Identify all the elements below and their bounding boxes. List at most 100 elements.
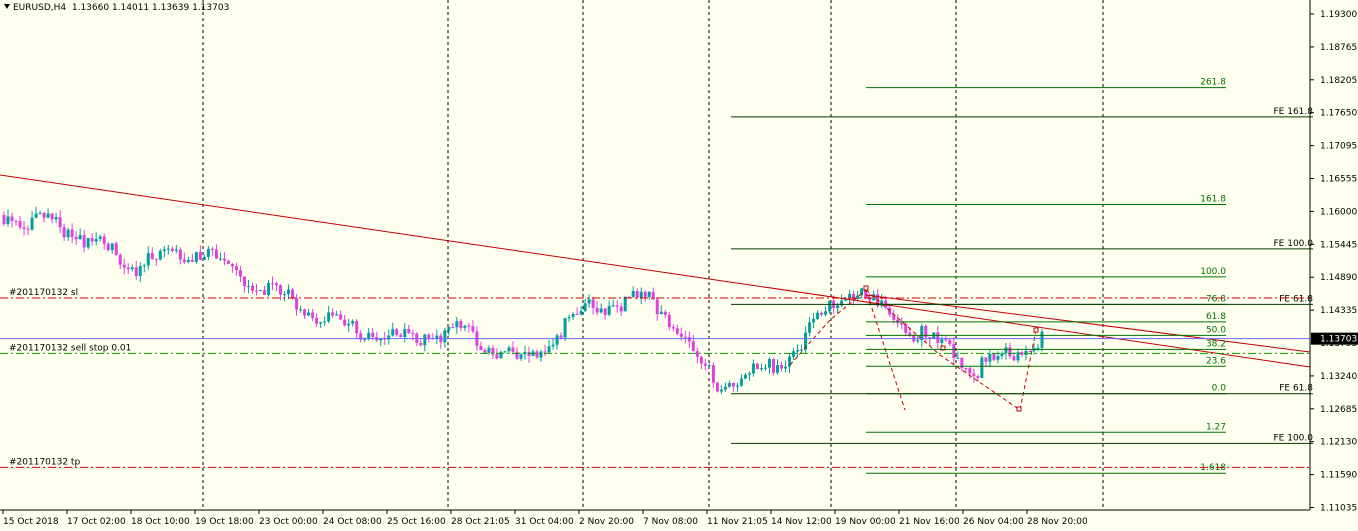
triangle-down-icon[interactable] bbox=[4, 4, 10, 9]
candle-body bbox=[202, 256, 206, 260]
candle-body bbox=[283, 294, 287, 296]
candle-body bbox=[206, 248, 210, 257]
candle-body bbox=[86, 238, 90, 248]
candle-body bbox=[234, 266, 238, 271]
price-tick-label: 1.18765 bbox=[1320, 43, 1357, 53]
candle-body bbox=[563, 318, 567, 338]
analysis-objects[interactable]: 261.8 161.8 100.0 76.8 61.8 50.0 38.2 23.6 0.0 1.… bbox=[0, 78, 1313, 474]
candle-body bbox=[118, 254, 122, 265]
price-tick-label: 1.19300 bbox=[1320, 10, 1357, 20]
candle-body bbox=[166, 248, 170, 250]
fib-expansion-label: FE 61.8 bbox=[1279, 294, 1313, 304]
candle-body bbox=[479, 345, 483, 350]
candle-body bbox=[178, 249, 182, 260]
candle-body bbox=[996, 356, 1000, 360]
candle-body bbox=[126, 267, 130, 270]
candle-body bbox=[267, 283, 271, 295]
candle-body bbox=[250, 285, 254, 291]
candle-body bbox=[74, 236, 78, 240]
candle-body bbox=[984, 357, 988, 362]
time-tick-label: 2 Nov 20:00 bbox=[579, 517, 634, 527]
candle-body bbox=[90, 238, 94, 242]
candle-body bbox=[928, 337, 932, 339]
candle-body bbox=[30, 217, 34, 230]
candle-body bbox=[956, 357, 960, 359]
candle-body bbox=[723, 386, 727, 390]
candle-body bbox=[26, 228, 30, 230]
candle-body bbox=[343, 319, 347, 326]
candle-body bbox=[287, 289, 291, 295]
chart-title[interactable]: EURUSD,H4 1.13660 1.14011 1.13639 1.1370… bbox=[4, 3, 229, 13]
fib-expansion-path[interactable] bbox=[789, 289, 906, 411]
candle-body bbox=[1028, 351, 1032, 353]
fib-level-label: 1.618 bbox=[1200, 463, 1226, 473]
candle-body bbox=[775, 365, 779, 373]
fib-expansion-label: FE 100.0 bbox=[1274, 239, 1314, 249]
candle-body bbox=[864, 288, 868, 298]
fib-level-label: 161.8 bbox=[1200, 194, 1226, 204]
candle-body bbox=[715, 382, 719, 392]
candle-body bbox=[14, 220, 18, 222]
candle-body bbox=[719, 389, 723, 392]
candle-body bbox=[980, 357, 984, 378]
fib-retracement-path[interactable] bbox=[865, 289, 1037, 411]
candle-body bbox=[595, 307, 599, 313]
candle-body bbox=[631, 291, 635, 297]
candle-body bbox=[964, 367, 968, 369]
time-tick-label: 31 Oct 04:00 bbox=[515, 517, 574, 527]
candle-body bbox=[571, 313, 575, 317]
candle-body bbox=[150, 253, 154, 259]
candle-body bbox=[547, 346, 551, 353]
time-tick-label: 18 Oct 10:00 bbox=[131, 517, 190, 527]
candle-body bbox=[114, 243, 118, 255]
price-axis[interactable]: 1.19300 1.18765 1.18205 1.17650 1.17095 1.165… bbox=[1310, 10, 1358, 514]
candle-body bbox=[687, 337, 691, 342]
candle-body bbox=[355, 321, 359, 334]
time-axis[interactable]: 15 Oct 2018 17 Oct 02:00 18 Oct 10:00 19 Oc… bbox=[2, 510, 1088, 527]
anchor-point-marker[interactable] bbox=[1016, 406, 1022, 412]
anchor-point-marker[interactable] bbox=[940, 345, 946, 351]
candle-body bbox=[860, 288, 864, 296]
candle-body bbox=[539, 351, 543, 358]
candle-body bbox=[210, 248, 214, 250]
candle-body bbox=[254, 290, 258, 292]
candle-body bbox=[194, 252, 198, 262]
candle-body bbox=[936, 332, 940, 343]
fib-level-label: 61.8 bbox=[1206, 312, 1226, 322]
candle-body bbox=[643, 291, 647, 298]
candle-body bbox=[703, 363, 707, 366]
fib-level-label: 261.8 bbox=[1200, 78, 1226, 88]
candle-body bbox=[78, 235, 82, 240]
order-lines[interactable]: #201170132 sl #201170132 sell stop 0.01 #2… bbox=[0, 288, 1310, 468]
candle-body bbox=[391, 329, 395, 336]
candle-body bbox=[275, 283, 279, 286]
time-tick-label: 15 Oct 2018 bbox=[3, 517, 59, 527]
candle-body bbox=[1004, 347, 1008, 354]
candle-body bbox=[499, 352, 503, 359]
candle-body bbox=[451, 326, 455, 328]
candle-body bbox=[190, 259, 194, 262]
candle-body bbox=[455, 321, 459, 328]
candle-body bbox=[1036, 347, 1040, 349]
candle-body bbox=[379, 338, 383, 341]
time-tick-label: 21 Nov 16:00 bbox=[899, 517, 960, 527]
candle-body bbox=[743, 374, 747, 379]
candle-body bbox=[94, 238, 98, 242]
anchor-point-marker[interactable] bbox=[1033, 327, 1039, 333]
candle-body bbox=[1000, 353, 1004, 357]
candle-body bbox=[214, 249, 218, 259]
candle-body bbox=[246, 285, 250, 287]
candle-body bbox=[836, 305, 840, 309]
candle-body bbox=[66, 229, 70, 238]
price-tick-label: 1.14335 bbox=[1320, 306, 1357, 316]
candle-body bbox=[54, 217, 58, 220]
anchor-point-marker[interactable] bbox=[863, 285, 869, 291]
candle-body bbox=[856, 295, 860, 299]
candle-body bbox=[731, 383, 735, 387]
candle-body bbox=[559, 335, 563, 338]
fib-level-label: 100.0 bbox=[1200, 267, 1226, 277]
candle-body bbox=[1012, 356, 1016, 361]
candle-body bbox=[291, 289, 295, 298]
time-tick-label: 23 Oct 00:00 bbox=[259, 517, 318, 527]
